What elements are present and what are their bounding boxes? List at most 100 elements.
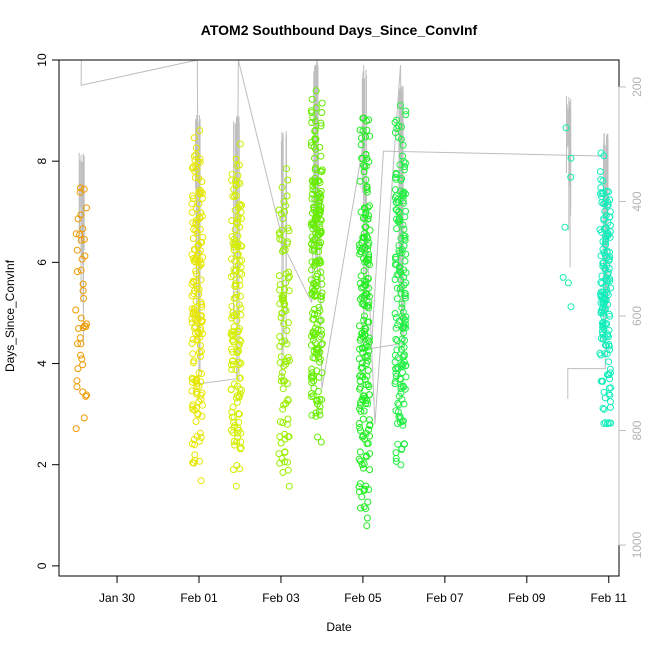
data-point xyxy=(607,284,615,292)
data-point xyxy=(80,185,88,193)
data-point xyxy=(401,292,409,300)
data-point xyxy=(606,403,614,411)
data-point xyxy=(393,116,400,124)
data-point xyxy=(72,230,80,238)
data-point xyxy=(599,335,607,343)
data-point xyxy=(397,123,405,131)
data-point xyxy=(601,266,609,273)
data-point xyxy=(236,385,244,393)
data-point xyxy=(235,276,243,284)
data-point xyxy=(76,334,84,342)
data-point xyxy=(233,392,241,400)
data-point xyxy=(236,268,244,276)
data-point xyxy=(307,107,315,115)
data-point xyxy=(280,320,288,328)
data-point xyxy=(188,315,196,323)
data-point xyxy=(395,365,402,373)
data-point xyxy=(402,107,410,115)
data-point xyxy=(198,301,205,308)
data-point xyxy=(307,221,315,229)
data-point xyxy=(309,182,317,190)
data-point xyxy=(402,294,409,302)
data-point xyxy=(307,138,315,146)
data-point xyxy=(284,354,292,361)
data-point xyxy=(392,407,400,415)
data-point xyxy=(79,225,87,233)
data-point xyxy=(365,486,373,493)
data-point xyxy=(392,206,400,214)
data-point xyxy=(196,353,204,360)
data-point xyxy=(228,170,236,178)
data-point xyxy=(232,177,239,185)
data-point xyxy=(315,303,323,311)
data-point xyxy=(602,238,609,246)
data-point xyxy=(232,182,240,189)
data-point xyxy=(392,253,400,261)
data-point xyxy=(237,304,245,312)
data-point xyxy=(275,450,283,458)
y-tick-label: 2 xyxy=(35,461,49,468)
data-point xyxy=(228,357,236,365)
data-point xyxy=(230,438,238,445)
data-point xyxy=(604,420,612,428)
data-point xyxy=(312,87,320,95)
track-line xyxy=(80,59,606,425)
data-point xyxy=(73,377,81,385)
data-point xyxy=(604,332,611,340)
data-point xyxy=(599,177,607,185)
data-point xyxy=(278,296,286,304)
y-tick-label: 6 xyxy=(35,259,49,266)
data-point xyxy=(80,414,88,422)
data-point xyxy=(77,314,85,322)
data-point xyxy=(74,365,82,373)
data-point xyxy=(395,401,403,409)
data-point xyxy=(198,212,206,220)
data-point xyxy=(280,401,288,409)
data-point xyxy=(402,159,409,167)
data-point xyxy=(359,344,367,352)
data-point xyxy=(393,337,401,345)
data-point xyxy=(365,256,372,264)
data-point xyxy=(283,340,291,348)
data-point xyxy=(315,231,323,239)
data-point xyxy=(231,441,239,449)
data-point xyxy=(281,448,289,456)
data-point xyxy=(279,215,287,223)
data-point xyxy=(402,373,410,381)
data-point xyxy=(80,235,88,243)
data-point xyxy=(598,377,606,385)
data-point xyxy=(365,426,373,433)
data-point xyxy=(284,415,292,423)
data-point xyxy=(360,233,368,241)
data-point xyxy=(604,291,612,299)
data-point xyxy=(232,267,239,275)
data-point xyxy=(363,396,371,404)
data-point xyxy=(193,165,201,173)
data-point xyxy=(363,522,371,530)
data-point xyxy=(360,312,368,320)
data-point xyxy=(189,350,197,358)
data-point xyxy=(197,312,205,320)
data-point xyxy=(362,505,370,513)
data-point xyxy=(237,438,245,446)
data-point xyxy=(227,273,235,281)
y-tick-label: 10 xyxy=(35,53,49,67)
data-point xyxy=(601,290,609,298)
data-point xyxy=(277,353,285,361)
data-point xyxy=(391,186,399,194)
data-point xyxy=(400,351,408,359)
y-tick-label: 0 xyxy=(35,562,49,569)
data-point xyxy=(309,329,317,337)
data-point xyxy=(72,306,80,314)
data-point xyxy=(567,173,575,181)
data-point xyxy=(189,192,196,200)
data-point xyxy=(228,413,236,421)
data-point xyxy=(236,281,244,289)
data-point xyxy=(355,420,363,427)
data-point xyxy=(402,250,410,258)
data-point xyxy=(564,279,572,287)
data-point xyxy=(198,412,206,420)
data-point xyxy=(189,235,197,242)
data-point xyxy=(189,359,197,367)
data-point xyxy=(402,111,410,119)
